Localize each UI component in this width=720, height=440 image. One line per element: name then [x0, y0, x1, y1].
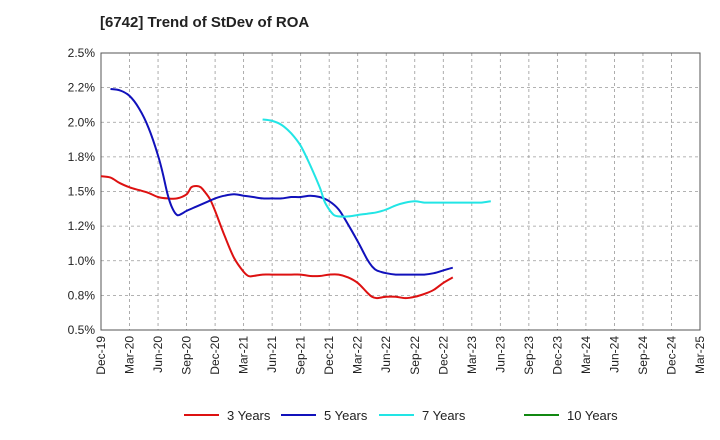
legend-label: 5 Years: [324, 408, 368, 423]
plot-frame: [100, 52, 701, 331]
x-tick-label: Mar-20: [123, 336, 137, 374]
chart-title: [6742] Trend of StDev of ROA: [100, 14, 310, 31]
x-tick-label: Jun-24: [607, 336, 621, 373]
y-tick-label: 1.8%: [68, 150, 96, 164]
x-tick-label: Mar-25: [693, 336, 707, 374]
series-line-3-years: [100, 175, 454, 300]
y-tick-label: 0.8%: [68, 288, 96, 302]
y-tick-label: 2.2%: [68, 81, 96, 95]
x-tick-label: Jun-23: [493, 336, 507, 373]
x-tick-label: Mar-22: [351, 336, 365, 374]
y-tick-label: 2.0%: [68, 115, 96, 129]
y-tick-label: 0.5%: [68, 323, 96, 337]
y-tick-label: 1.2%: [68, 219, 96, 233]
x-tick-label: Mar-24: [579, 336, 593, 374]
x-tick-label: Dec-21: [322, 336, 336, 375]
grid-lines: [101, 52, 700, 331]
legend-label: 3 Years: [227, 408, 271, 423]
x-tick-label: Sep-24: [636, 336, 650, 375]
series-line-7-years: [262, 118, 491, 218]
x-tick-label: Mar-23: [465, 336, 479, 374]
series-lines: [100, 88, 491, 300]
x-tick-label: Sep-22: [408, 336, 422, 375]
y-tick-label: 1.5%: [68, 185, 96, 199]
x-tick-label: Sep-20: [180, 336, 194, 375]
x-tick-label: Dec-22: [436, 336, 450, 375]
series-line-5-years: [110, 88, 454, 276]
legend: 3 Years 5 Years 7 Years 10 Years: [184, 408, 618, 423]
y-tick-labels: 0.5% 0.8% 1.0% 1.2% 1.5% 1.8% 2.0% 2.2% 2.5%: [68, 46, 96, 337]
y-tick-label: 2.5%: [68, 46, 96, 60]
x-tick-label: Jun-22: [379, 336, 393, 373]
legend-label: 7 Years: [422, 408, 466, 423]
x-tick-label: Dec-23: [550, 336, 564, 375]
x-tick-labels: Dec-19 Mar-20 Jun-20 Sep-20 Dec-20 Mar-21 Jun-…: [94, 336, 707, 375]
x-tick-label: Mar-21: [237, 336, 251, 374]
x-tick-label: Jun-21: [265, 336, 279, 373]
y-tick-label: 1.0%: [68, 254, 96, 268]
x-tick-label: Sep-23: [522, 336, 536, 375]
legend-label: 10 Years: [567, 408, 618, 423]
x-tick-label: Dec-19: [94, 336, 108, 375]
x-tick-label: Dec-20: [208, 336, 222, 375]
x-tick-label: Sep-21: [294, 336, 308, 375]
x-tick-label: Jun-20: [151, 336, 165, 373]
x-tick-label: Dec-24: [664, 336, 678, 375]
axes: [100, 52, 701, 331]
